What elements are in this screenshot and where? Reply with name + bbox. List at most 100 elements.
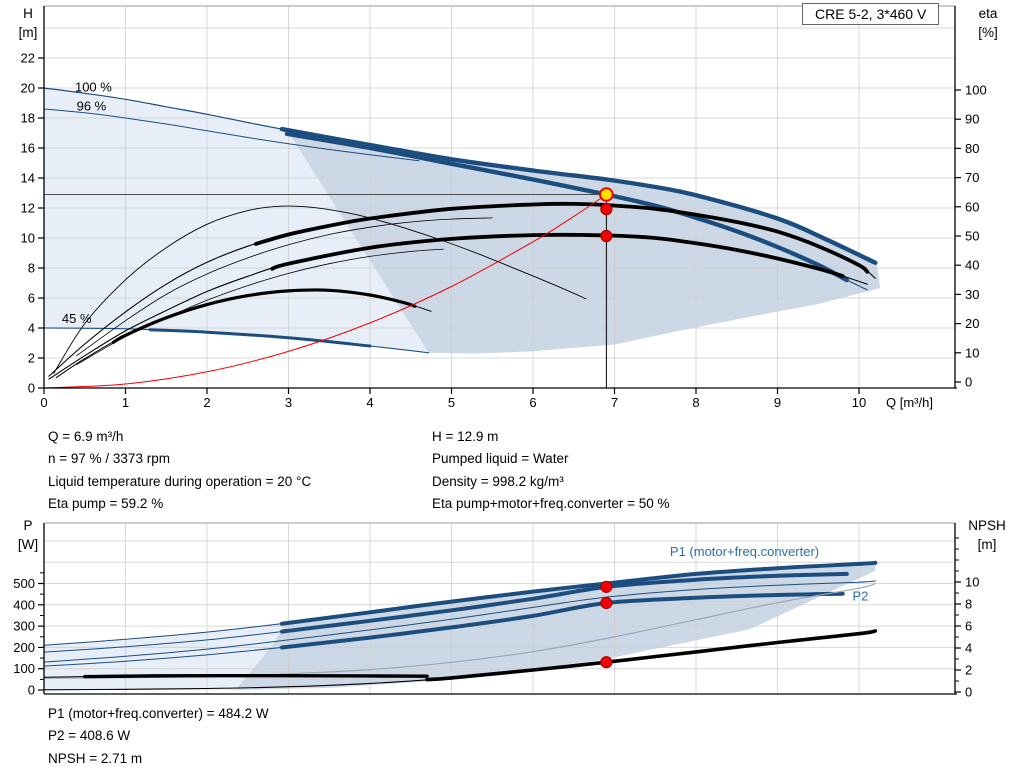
right-axis-tick-label: 20 [965,316,979,331]
power-info: P1 (motor+freq.converter) = 484.2 W P2 =… [48,703,269,770]
info-line-temperature: Liquid temperature during operation = 20… [48,473,312,489]
info-line-npsh: NPSH = 2.71 m [48,750,143,766]
npsh-point [600,656,613,669]
left-axis-tick-label: 6 [28,291,35,306]
hq-100-curve-bold [279,126,878,265]
left-axis-tick-label: 14 [21,171,35,186]
left-axis-tick-label: 500 [13,576,35,591]
speed-label: 100 % [75,79,112,94]
left-axis-tick-label: 10 [21,231,35,246]
right-axis-tick-label: 0 [965,685,972,700]
npsh-axis-title: NPSH [m] [956,516,1018,554]
h-axis-title-unit: [m] [18,25,38,40]
left-axis-tick-label: 22 [21,51,35,66]
left-axis-tick-label: 0 [28,381,35,396]
eta-pump-point [600,203,613,216]
x-axis-tick-label: 0 [40,395,47,410]
duty-info-left: Q = 6.9 m³/h n = 97 % / 3373 rpm Liquid … [48,426,311,515]
left-axis-tick-label: 200 [13,640,35,655]
eta-axis-title-symbol: eta [978,6,998,21]
eta-low-curve-bold [111,288,417,344]
left-axis-tick-label: 300 [13,619,35,634]
info-line-h: H = 12.9 m [432,429,499,444]
right-axis-tick-label: 4 [965,641,972,656]
eta-arc-curve [53,205,587,374]
h-axis-title-symbol: H [23,6,33,21]
eta-axis-title: eta [%] [962,4,1014,42]
x-axis-tick-label: 10 [852,395,866,410]
p1-current-curve-bold [279,571,849,634]
x-axis-tick-label: 3 [285,395,292,410]
left-axis-tick-label: 20 [21,81,35,96]
x-axis-tick-label: 6 [529,395,536,410]
speed-label: 45 % [62,311,92,326]
x-axis-tick-label: 9 [774,395,781,410]
right-axis-tick-label: 50 [965,229,979,244]
npsh-axis-title-symbol: NPSH [968,518,1006,533]
left-axis-tick-label: 16 [21,141,35,156]
p1-point [600,580,613,593]
duty-point[interactable] [599,187,614,202]
right-axis-tick-label: 90 [965,112,979,127]
speed-label: 96 % [77,99,107,114]
info-line-q: Q = 6.9 m³/h [48,429,124,444]
p2-current-curve-bold [279,591,845,650]
right-axis-tick-label: 10 [965,575,979,590]
system-curve-curve [43,194,607,389]
hq-current-curve-bold [284,131,849,283]
info-line-p2: P2 = 408.6 W [48,728,131,744]
x-axis-tick-label: 5 [448,395,455,410]
left-axis-tick-label: 100 [13,661,35,676]
p-axis-title-unit: [W] [17,537,39,552]
p-min-curve-bold [83,674,429,679]
right-axis-tick-label: 2 [965,663,972,678]
right-axis-tick-label: 6 [965,619,972,634]
right-axis-tick-label: 8 [965,597,972,612]
p2-100-curve [43,580,876,663]
x-axis-tick-label: 4 [366,395,373,410]
left-axis-tick-label: 400 [13,597,35,612]
left-axis-tick-label: 18 [21,111,35,126]
left-axis-tick-label: 4 [28,321,35,336]
eta-thin-a-curve [76,217,493,357]
right-axis-tick-label: 80 [965,141,979,156]
right-axis-tick-label: 30 [965,287,979,302]
curve-label: P1 (motor+freq.converter) [670,544,819,559]
left-axis-tick-label: 8 [28,261,35,276]
x-axis-tick-label: 7 [611,395,618,410]
x-axis-label: Q [m³/h] [886,395,933,410]
right-axis-tick-label: 70 [965,170,979,185]
right-axis-tick-label: 10 [965,345,979,360]
npsh-curve-bold [425,629,878,682]
p1-100-curve-bold [279,560,878,626]
eta-pump-curve-bold [254,201,870,274]
curve-label: P2 [852,589,868,604]
left-axis-tick-label: 0 [28,683,35,698]
left-axis-tick-label: 2 [28,351,35,366]
hq-45-curve-bold [148,328,372,348]
x-axis-tick-label: 2 [203,395,210,410]
p-axis-title: P [W] [6,516,50,554]
operating-envelope-light [44,622,287,690]
info-line-p1: P1 (motor+freq.converter) = 484.2 W [48,706,269,721]
duty-info-right: H = 12.9 m Pumped liquid = Water Density… [432,426,670,515]
hq-96-curve [43,108,420,162]
right-axis-tick-label: 60 [965,199,979,214]
p-axis-title-symbol: P [23,518,33,533]
info-line-density: Density = 998.2 kg/m³ [432,473,564,489]
info-line-eta-total: Eta pump+motor+freq.converter = 50 % [432,495,670,511]
right-axis-tick-label: 0 [965,375,972,390]
pump-model-badge: CRE 5-2, 3*460 V [802,3,940,25]
x-axis-tick-label: 8 [692,395,699,410]
eta-total-point [600,229,613,243]
right-axis-tick-label: 40 [965,258,979,273]
left-axis-tick-label: 12 [21,201,35,216]
eta-axis-title-unit: [%] [978,25,998,40]
info-line-eta-pump: Eta pump = 59.2 % [48,495,164,511]
right-axis-tick-label: 100 [965,83,987,98]
npsh-axis-title-unit: [m] [977,537,997,552]
x-axis-tick-label: 1 [122,395,129,410]
h-axis-title: H [m] [6,4,50,42]
